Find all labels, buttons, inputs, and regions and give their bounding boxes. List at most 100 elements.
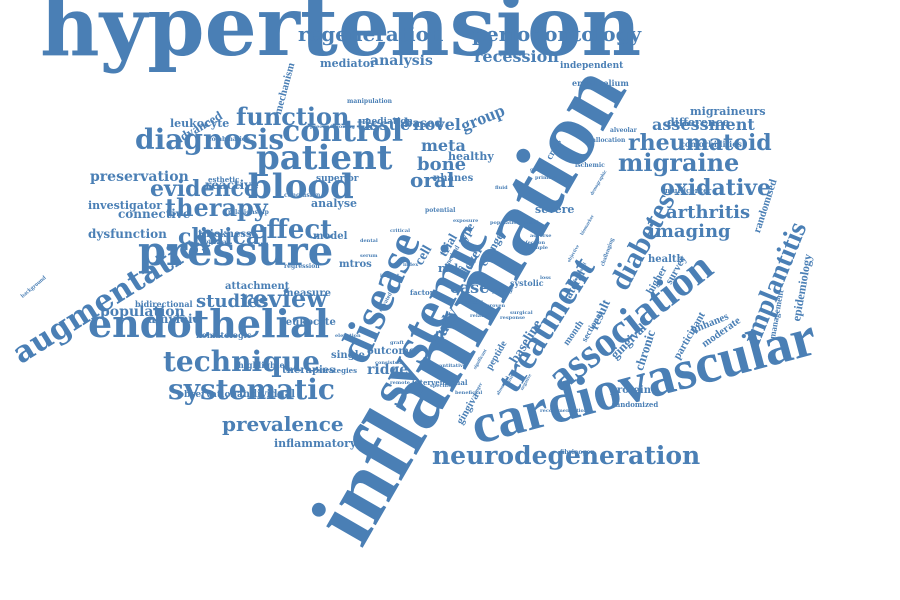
word-amyloid: amyloid — [148, 312, 201, 327]
word-ischemic: ischemic — [575, 162, 605, 170]
word-endothelium: endothelium — [572, 77, 629, 88]
word-relationship: relationship — [228, 209, 269, 217]
word-neurodegeneration: neurodegeneration — [432, 441, 701, 470]
word-adverse: adverse — [530, 233, 552, 239]
word-impact: impact — [380, 273, 400, 279]
word-analyse: analyse — [311, 197, 358, 211]
word-difference: difference — [667, 116, 730, 130]
word-remote: remote — [390, 380, 410, 386]
word-allocation: allocation — [592, 137, 626, 145]
word-bidirectional: bidirectional — [135, 298, 193, 309]
word-meta: meta — [421, 136, 466, 156]
word-related: related — [470, 313, 490, 319]
word-health: health — [648, 254, 684, 265]
word-index: index — [403, 262, 419, 268]
word-interventional: interventional — [412, 378, 468, 388]
word-factor: factor — [410, 288, 434, 298]
word-thickness: thickness — [198, 229, 252, 240]
word-highlighted: highlighted — [238, 359, 291, 370]
word-prevalence: prevalence — [222, 412, 344, 436]
word-based: based — [404, 116, 443, 131]
word-global: global — [530, 167, 548, 173]
word-alveolar: alveolar — [610, 127, 637, 135]
word-oral: oral — [410, 168, 455, 192]
word-case: case — [450, 278, 490, 298]
word-serum: serum — [360, 253, 378, 259]
word-multicenter: multicenter — [665, 186, 712, 196]
word-endothelial: endothelial — [88, 300, 330, 346]
word-assessment: assessment — [652, 115, 755, 135]
word-evidence: evidence — [150, 176, 258, 203]
word-primary: primary — [535, 175, 558, 181]
word-elevation: elevation — [335, 333, 361, 339]
word-biomarker: biomarker — [580, 214, 596, 237]
word-healthy: healthy — [448, 150, 494, 164]
word-mediation: mediation — [362, 116, 413, 127]
word-nhanes: nhanes — [433, 173, 474, 184]
word-group: group — [457, 99, 508, 136]
word-manipulation: manipulation — [347, 98, 393, 106]
word-hematologic: hematologic — [196, 329, 252, 340]
word-mediator: mediator — [320, 57, 376, 71]
word-dental: dental — [360, 238, 378, 244]
word-critical: critical — [390, 228, 410, 234]
word-exposure: exposure — [453, 218, 479, 224]
word-migraine: migraine — [618, 147, 740, 177]
word-regeneration: regeneration — [298, 22, 444, 46]
word-migraineurs: migraineurs — [690, 105, 766, 119]
word-sample: sample — [528, 245, 548, 251]
word-preconditioning: preconditioning — [310, 124, 355, 130]
word-loss: loss — [540, 275, 551, 281]
word-response: response — [500, 315, 526, 321]
word-observational: observational — [178, 389, 247, 400]
word-blood: blood — [248, 166, 354, 207]
word-strategies: strategies — [318, 366, 358, 376]
word-reactive: reactive — [205, 178, 259, 193]
word-comorbidities: comorbidities — [680, 138, 742, 149]
word-conclusion: conclusion — [284, 192, 321, 200]
word-background: background — [20, 275, 48, 300]
word-severe: severe — [535, 203, 575, 217]
word-effect: effect — [250, 215, 333, 246]
word-investigator: investigator — [88, 199, 163, 213]
word-graft: graft — [390, 340, 404, 346]
word-connective: connective — [118, 207, 191, 222]
word-protein: protein — [610, 385, 651, 396]
word-patient: patient — [256, 137, 393, 178]
word-systolic: systolic — [510, 277, 544, 288]
word-oxidative: oxidative — [660, 175, 772, 202]
word-preservation: preservation — [90, 168, 189, 185]
word-dysfunction: dysfunction — [88, 227, 167, 242]
word-mtros: mtros — [339, 259, 372, 270]
word-periodontology: periodontology — [472, 22, 642, 46]
word-proven: proven — [486, 303, 506, 309]
word-leukocyte: leukocyte — [170, 117, 230, 131]
word-outcome: outcome — [367, 346, 416, 357]
word-randomized: randomized — [612, 400, 659, 410]
word-esthetic: esthetic — [208, 175, 240, 185]
word-independent: independent — [560, 60, 624, 71]
word-quantitative: quantitative — [432, 363, 467, 369]
word-population-based: population-based — [490, 220, 539, 226]
word-infection: infection — [520, 240, 546, 246]
word-studies: studies — [196, 290, 269, 312]
word-leukocyte: leukocyte — [282, 317, 336, 328]
word-individual: individual — [239, 389, 296, 400]
word-combination: combination — [208, 136, 251, 144]
word-rheumatoid: rheumatoid — [628, 130, 772, 157]
word-therapies: therapies — [282, 365, 335, 376]
word-single: single — [331, 350, 365, 361]
word-function: function — [236, 101, 350, 131]
word-specific: specific — [430, 383, 452, 389]
word-pressure: pressure — [138, 228, 334, 275]
word-clinical: clinical — [178, 224, 269, 251]
word-novel: novel — [413, 115, 461, 135]
word-analysis: analysis — [370, 52, 433, 69]
word-model: model — [313, 231, 348, 242]
word-tissue: tissue — [357, 115, 411, 135]
word-ridge: ridge — [367, 361, 409, 378]
word-fibrinogen: fibrinogen — [560, 449, 595, 457]
word-bone: bone — [417, 153, 467, 175]
word-technique: technique — [163, 344, 320, 378]
